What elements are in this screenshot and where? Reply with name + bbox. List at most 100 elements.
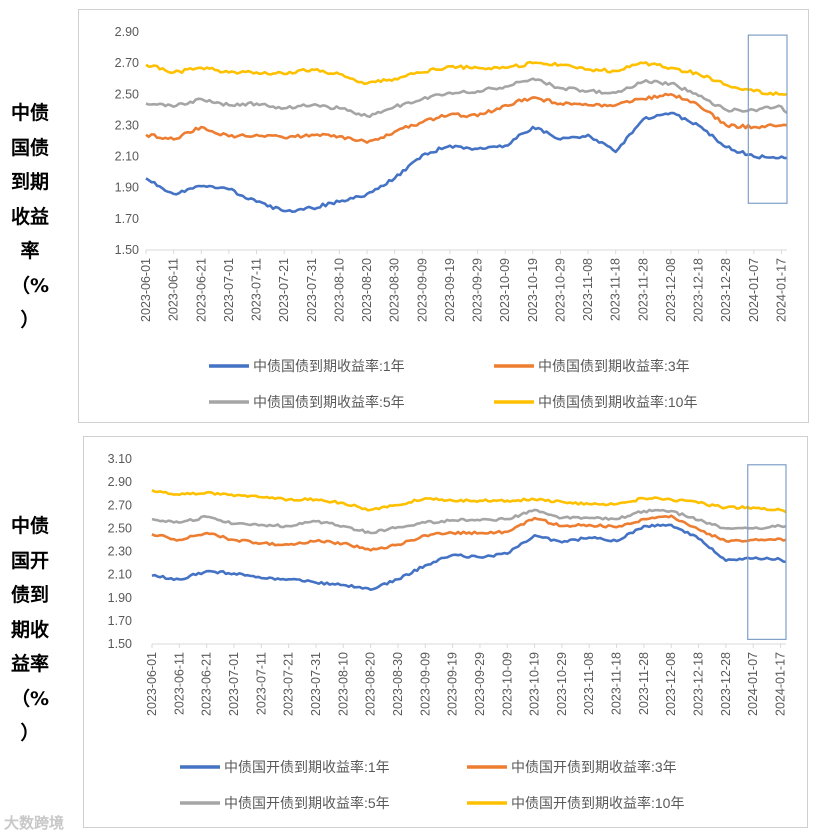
legend-label-5y: 中债国债到期收益率:5年 xyxy=(253,394,405,410)
watermark-logo: 大数跨境 xyxy=(4,814,65,832)
side-label-line: ） xyxy=(20,722,40,744)
legend-label-3y: 中债国债到期收益率:3年 xyxy=(538,358,690,374)
x-tick-label: 2023-09-09 xyxy=(415,258,429,322)
y-tick-label: 1.50 xyxy=(108,637,132,651)
y-tick-label: 2.30 xyxy=(115,118,139,132)
y-tick-label: 1.90 xyxy=(108,591,132,605)
y-tick-label: 2.90 xyxy=(108,475,132,489)
y-tick-label: 1.70 xyxy=(115,212,139,226)
side-label-line: 国开 xyxy=(10,549,49,572)
y-tick-label: 1.70 xyxy=(108,614,132,628)
side-label-line: 率 xyxy=(20,240,40,262)
x-tick-label: 2023-10-29 xyxy=(555,652,569,716)
legend-label-5y: 中债国开债到期收益率:5年 xyxy=(224,795,390,811)
x-tick-label: 2023-11-18 xyxy=(610,652,624,715)
highlight-box xyxy=(747,34,788,204)
chart-panel-cdb: 3.10 2.90 2.70 2.50 2.30 2.10 1.90 1.70 1.50 2023… xyxy=(83,436,808,828)
highlight-box xyxy=(747,464,787,640)
side-label-line: ） xyxy=(20,309,40,331)
x-tick-label: 2023-11-08 xyxy=(582,652,596,715)
y-tick-label: 2.50 xyxy=(108,521,132,535)
x-tick-label: 2023-07-31 xyxy=(309,652,323,716)
x-tick-label: 2023-08-30 xyxy=(391,652,405,716)
x-tick-label: 2023-08-20 xyxy=(364,652,378,716)
x-tick-label: 2023-11-18 xyxy=(609,258,623,321)
x-tick-label: 2023-06-11 xyxy=(172,652,186,715)
x-tick-label: 2023-06-11 xyxy=(167,258,181,321)
x-tick-label: 2023-12-28 xyxy=(719,652,733,716)
series-line-5y xyxy=(145,77,788,119)
x-tick-label: 2023-08-20 xyxy=(360,258,374,322)
legend-label-10y: 中债国开债到期收益率:10年 xyxy=(511,795,684,811)
cdb-yield-chart: 3.10 2.90 2.70 2.50 2.30 2.10 1.90 1.70 1.50 2023… xyxy=(108,452,788,811)
x-tick-label: 2023-12-28 xyxy=(719,258,733,322)
x-tick-label: 2023-07-31 xyxy=(305,258,319,322)
x-tick-label: 2024-01-17 xyxy=(774,258,788,322)
x-tick-label: 2023-06-01 xyxy=(139,258,153,322)
series-line-1y xyxy=(145,111,788,213)
x-tick-label: 2024-01-17 xyxy=(774,652,788,716)
side-label-line: 国债 xyxy=(10,136,49,159)
x-tick-label: 2024-01-07 xyxy=(747,258,761,322)
x-tick-label: 2023-10-19 xyxy=(526,258,540,322)
side-label-line: 收益 xyxy=(10,205,49,228)
series-line-3y xyxy=(145,92,788,144)
x-tick-label: 2023-10-19 xyxy=(528,652,542,716)
x-tick-label: 2023-06-21 xyxy=(194,258,208,322)
x-tick-label: 2023-08-10 xyxy=(332,258,346,322)
chart-panel-treasury: 2.90 2.70 2.50 2.30 2.10 1.90 1.70 1.50 2023-06-… xyxy=(78,9,809,423)
side-label-line: 到期 xyxy=(10,171,49,193)
y-tick-label: 2.70 xyxy=(108,498,132,512)
x-tick-label: 2023-12-08 xyxy=(664,652,678,716)
x-tick-label: 2023-11-28 xyxy=(637,652,651,715)
x-tick-label: 2023-12-08 xyxy=(664,258,678,322)
x-tick-label: 2023-06-21 xyxy=(200,652,214,716)
legend-label-3y: 中债国开债到期收益率:3年 xyxy=(511,759,677,775)
side-label-line: 中债 xyxy=(10,515,49,537)
series-line-5y xyxy=(151,508,787,535)
series-line-10y xyxy=(151,489,787,514)
side-label-line: （% xyxy=(10,687,50,710)
x-tick-label: 2023-07-11 xyxy=(254,652,268,715)
x-tick-label: 2023-09-09 xyxy=(418,652,432,716)
x-tick-label: 2023-07-01 xyxy=(222,258,236,322)
x-tick-label: 2023-10-29 xyxy=(553,258,567,322)
x-tick-label: 2023-12-18 xyxy=(692,258,706,322)
x-tick-label: 2023-09-19 xyxy=(443,258,457,322)
y-tick-label: 2.10 xyxy=(115,150,139,164)
x-tick-label: 2023-12-18 xyxy=(692,652,706,716)
treasury-yield-chart: 2.902.702.502.302.101.901.701.502023-06-… xyxy=(115,25,789,410)
x-tick-label: 2023-11-08 xyxy=(581,258,595,321)
side-label-line: 益率 xyxy=(10,653,49,675)
x-tick-label: 2023-07-11 xyxy=(250,258,264,321)
x-tick-label: 2023-09-29 xyxy=(471,258,485,322)
legend-label-1y: 中债国债到期收益率:1年 xyxy=(253,358,405,374)
legend-label-10y: 中债国债到期收益率:10年 xyxy=(538,394,697,410)
y-tick-label: 3.10 xyxy=(108,452,132,466)
side-label-line: 期收 xyxy=(10,618,49,641)
y-tick-label: 2.50 xyxy=(115,87,139,101)
x-tick-label: 2023-08-10 xyxy=(336,652,350,716)
y-tick-label: 2.70 xyxy=(115,56,139,70)
x-tick-label: 2023-07-01 xyxy=(227,652,241,716)
y-tick-label: 1.90 xyxy=(115,181,139,195)
x-tick-label: 2023-06-01 xyxy=(145,652,159,716)
series-line-10y xyxy=(145,60,788,97)
x-tick-label: 2023-09-29 xyxy=(473,652,487,716)
side-label-line: 债到 xyxy=(10,584,49,606)
side-label-cdb: 中债国开债到期收益率 （% ） xyxy=(2,509,58,751)
side-label-treasury: 中债国债到期收益率 （% ） xyxy=(2,96,58,338)
x-tick-label: 2023-10-09 xyxy=(500,652,514,716)
y-tick-label: 2.30 xyxy=(108,545,132,559)
series-line-3y xyxy=(151,514,787,552)
x-tick-label: 2023-08-30 xyxy=(388,258,402,322)
x-tick-label: 2023-09-19 xyxy=(446,652,460,716)
y-tick-label: 2.10 xyxy=(108,568,132,582)
y-tick-label: 2.90 xyxy=(115,25,139,39)
x-tick-label: 2023-11-28 xyxy=(636,258,650,321)
side-label-line: （% xyxy=(10,274,50,297)
legend-label-1y: 中债国开债到期收益率:1年 xyxy=(224,759,390,775)
x-tick-label: 2023-07-21 xyxy=(282,652,296,716)
x-tick-label: 2024-01-07 xyxy=(746,652,760,716)
side-label-line: 中债 xyxy=(10,102,49,124)
